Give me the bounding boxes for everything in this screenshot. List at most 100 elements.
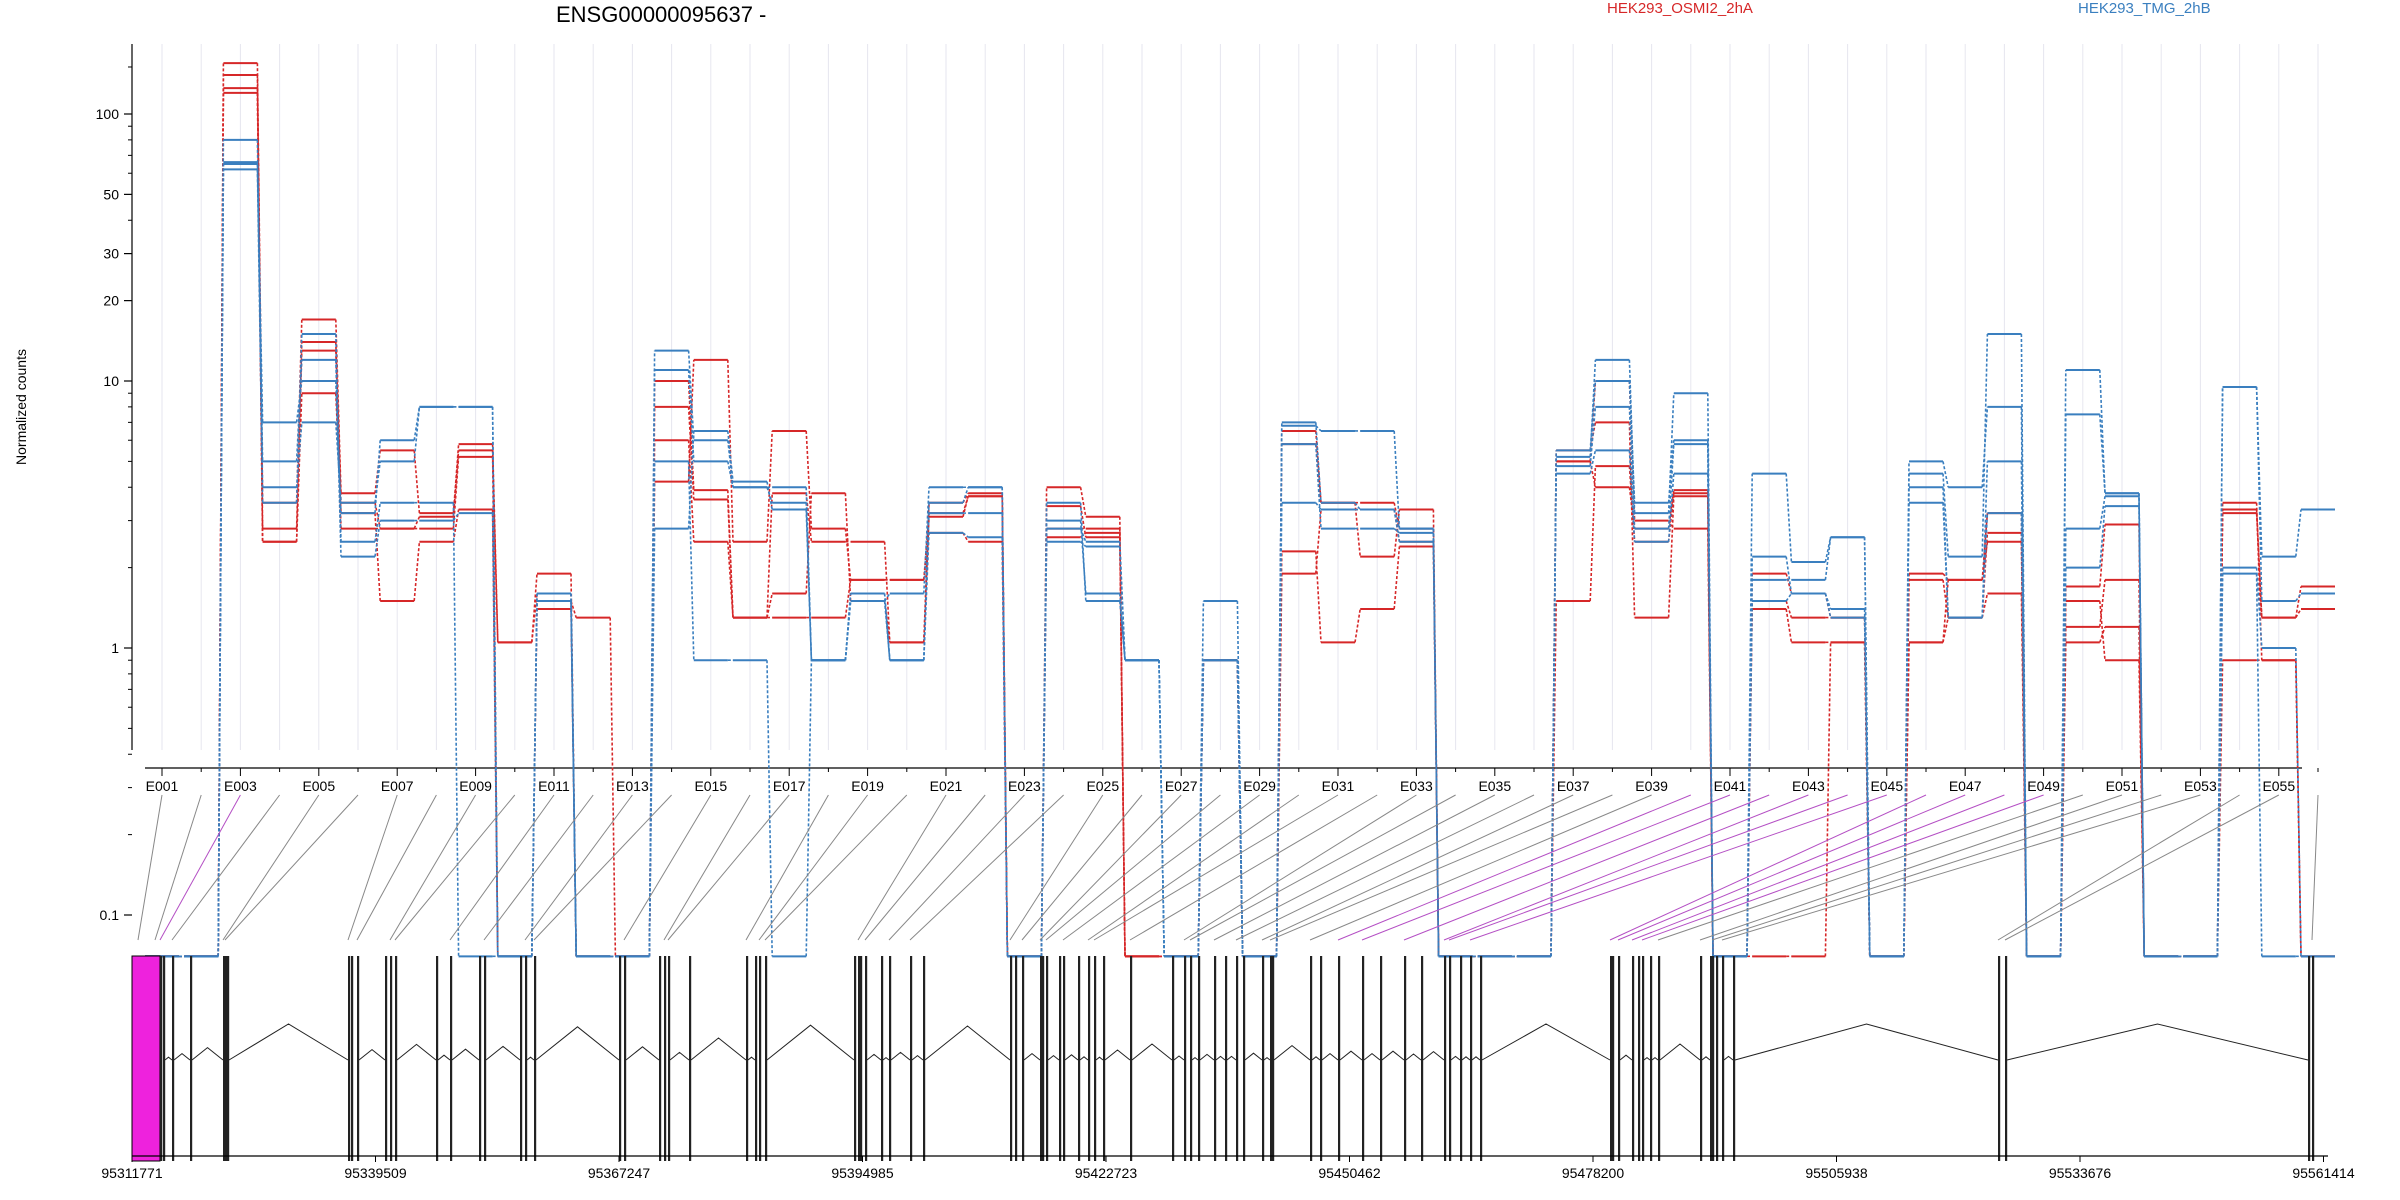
exon-connector	[1609, 794, 1927, 941]
exon-block	[881, 956, 884, 1161]
exon-block	[923, 956, 926, 1161]
exon-block	[1040, 956, 1043, 1161]
exon-block	[860, 956, 863, 1161]
exon-connector	[764, 794, 908, 941]
exon-block	[746, 956, 749, 1161]
series-plateau	[145, 73, 2335, 958]
exon-block	[1480, 956, 1483, 1161]
exon-block	[1710, 956, 1713, 1161]
exon-label: E031	[1322, 778, 1355, 794]
exon-block	[1015, 956, 1018, 1161]
exon-block	[854, 956, 857, 1161]
exon-block	[1658, 956, 1661, 1161]
exon-block	[172, 956, 175, 1161]
exon-block	[858, 956, 861, 1161]
y-tick-label: 100	[96, 106, 120, 122]
exon-label: E005	[302, 778, 335, 794]
exon-connector	[1129, 794, 1378, 941]
exon-connector	[1443, 794, 1809, 941]
exon-connector	[171, 794, 281, 941]
exon-connector	[1189, 794, 1456, 941]
exon-connector	[347, 794, 398, 941]
exon-connector	[533, 794, 672, 941]
y-axis-ticks: 0.1 1 10 20 30 50 100	[96, 66, 132, 923]
exon-label: E013	[616, 778, 649, 794]
legend-entry-tmg: HEK293_TMG_2hB	[2078, 0, 2211, 17]
exon-block	[1088, 956, 1091, 1161]
exon-connector	[857, 794, 947, 941]
exon-block	[1470, 956, 1473, 1161]
exon-connector	[1087, 794, 1300, 941]
exon-block	[1272, 956, 1275, 1161]
exon-block	[225, 956, 228, 1161]
exon-connector	[137, 794, 163, 941]
exon-connector	[1235, 794, 1535, 941]
exon-label: E009	[459, 778, 492, 794]
exon-block	[759, 956, 762, 1161]
exon-connector	[356, 794, 437, 941]
exon-block	[1421, 956, 1424, 1161]
exon-label: E041	[1714, 778, 1747, 794]
exon-block	[755, 956, 758, 1161]
exon-connector	[623, 794, 712, 941]
exon-label: E029	[1243, 778, 1276, 794]
exon-block	[1046, 956, 1049, 1161]
exon-connector	[1657, 794, 2083, 941]
exon-label: E023	[1008, 778, 1041, 794]
exon-block	[689, 956, 692, 1161]
y-tick-label: 50	[103, 186, 119, 202]
exon-connector	[1183, 794, 1417, 941]
exon-block	[190, 956, 193, 1161]
exon-block	[1094, 956, 1097, 1161]
exon-block	[1362, 956, 1365, 1161]
genomic-tick-label: 95367247	[588, 1165, 651, 1181]
genomic-tick-label: 95450462	[1318, 1165, 1381, 1181]
exon-label: E051	[2106, 778, 2139, 794]
exon-connector	[394, 794, 516, 941]
exon-block	[1190, 956, 1193, 1161]
exon-connector	[1213, 794, 1496, 941]
genomic-tick-label: 95478200	[1562, 1165, 1625, 1181]
exon-connector	[1269, 794, 1613, 941]
y-tick-label: 30	[103, 246, 119, 262]
exon-label: E003	[224, 778, 257, 794]
exon-block	[765, 956, 768, 1161]
exon-connector	[864, 794, 986, 941]
exon-label: E045	[1870, 778, 1903, 794]
exon-block	[484, 956, 487, 1161]
exon-label: E021	[930, 778, 963, 794]
exon-connector	[909, 794, 1064, 941]
exon-block	[479, 956, 482, 1161]
exon-block	[659, 956, 662, 1161]
exon-connector	[1261, 794, 1574, 941]
exon-block	[1225, 956, 1228, 1161]
series-transition	[179, 139, 2302, 958]
exon-block	[534, 956, 537, 1161]
exon-block	[1998, 956, 2001, 1161]
exon-block	[450, 956, 453, 1161]
exon-block	[1320, 956, 1323, 1161]
exon-block	[1638, 956, 1641, 1161]
highlighted-exon	[131, 955, 161, 1162]
exon-block	[1642, 956, 1645, 1161]
exon-connector	[758, 794, 869, 941]
exon-connector	[2311, 794, 2319, 941]
exon-connector	[1045, 794, 1221, 941]
exon-block	[668, 956, 671, 1161]
exon-block	[357, 956, 360, 1161]
series-blue-5	[145, 138, 2335, 958]
exon-connector	[1337, 794, 1691, 941]
exon-block	[1722, 956, 1725, 1161]
exon-label: E047	[1949, 778, 1982, 794]
exon-block	[1103, 956, 1106, 1161]
genomic-axis-ticks: 95311771 95339509 95367247 95394985 95422723…	[101, 1156, 2355, 1181]
exon-connector	[1469, 794, 1887, 941]
exon-block	[619, 956, 622, 1161]
exon-label: E049	[2027, 778, 2060, 794]
exon-label: E015	[694, 778, 727, 794]
exon-connector-lines	[137, 794, 2319, 941]
exon-block	[1243, 956, 1246, 1161]
exon-block	[1184, 956, 1187, 1161]
exon-block	[385, 956, 388, 1161]
exon-connector	[1009, 794, 1104, 941]
